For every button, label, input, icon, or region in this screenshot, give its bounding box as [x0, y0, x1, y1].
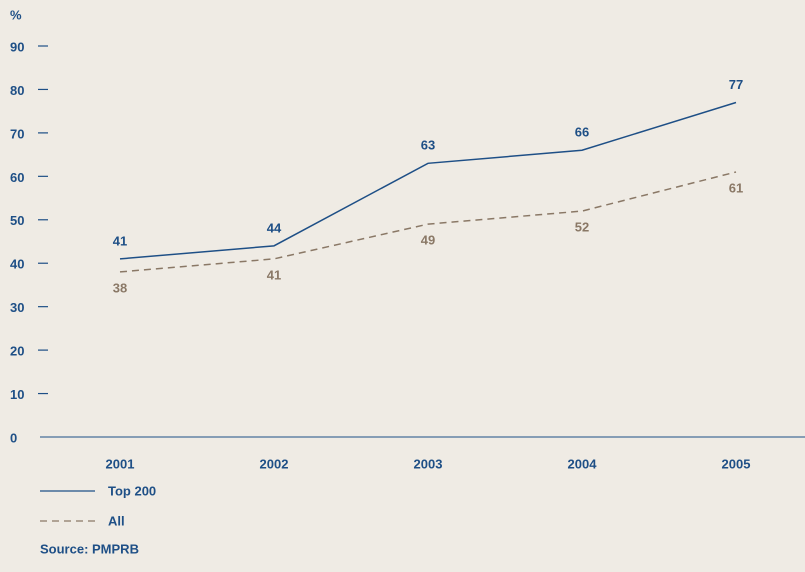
data-label: 63: [421, 138, 435, 153]
y-tick-label: 70: [10, 126, 24, 141]
legend-label: Top 200: [108, 483, 156, 498]
y-tick-label: 0: [10, 430, 17, 445]
y-tick-label: 10: [10, 387, 24, 402]
x-tick-label: 2004: [568, 456, 598, 471]
x-tick-label: 2003: [414, 456, 443, 471]
source: Source: PMPRB: [40, 541, 139, 556]
data-label: 52: [575, 220, 589, 235]
y-axis-label: %: [10, 7, 22, 22]
data-label: 66: [575, 125, 589, 140]
y-tick-label: 60: [10, 170, 24, 185]
x-tick-label: 2002: [260, 456, 289, 471]
data-label: 41: [267, 267, 281, 282]
y-tick-label: 30: [10, 300, 24, 315]
y-tick-label: 20: [10, 344, 24, 359]
y-tick-label: 40: [10, 257, 24, 272]
data-label: 41: [113, 233, 127, 248]
series-line: [119, 171, 737, 273]
series-line: [119, 101, 737, 260]
data-label: 38: [113, 280, 127, 295]
x-tick-label: 2005: [722, 456, 751, 471]
y-tick-label: 50: [10, 213, 24, 228]
data-label: 77: [729, 77, 743, 92]
data-label: 44: [267, 220, 282, 235]
legend-label: All: [108, 513, 125, 528]
y-tick-label: 80: [10, 83, 24, 98]
x-tick-label: 2001: [106, 456, 135, 471]
data-label: 49: [421, 233, 435, 248]
y-tick-label: 90: [10, 39, 24, 54]
data-label: 61: [729, 180, 743, 195]
